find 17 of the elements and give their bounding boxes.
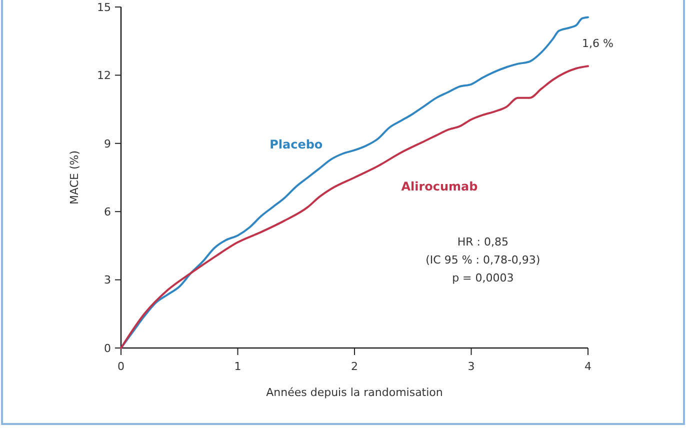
y-axis-title: MACE (%) bbox=[68, 150, 81, 204]
x-tick-label: 2 bbox=[351, 360, 358, 373]
y-tick-label: 3 bbox=[104, 274, 111, 287]
x-tick-label: 1 bbox=[234, 360, 242, 373]
series-label: Placebo bbox=[270, 138, 323, 152]
series-label: Alirocumab bbox=[401, 179, 478, 194]
y-tick-label: 9 bbox=[104, 137, 111, 150]
y-tick-label: 6 bbox=[104, 205, 111, 218]
x-tick-label: 4 bbox=[584, 360, 592, 373]
annotation: HR : 0,85 (IC 95 % : 0,78-0,93) p = 0,0003 bbox=[426, 236, 540, 285]
y-tick-label: 0 bbox=[104, 342, 111, 355]
x-tick-label: 0 bbox=[118, 360, 124, 373]
y-tick-label: 12 bbox=[97, 69, 111, 82]
y-tick-label: 15 bbox=[97, 0, 111, 14]
x-axis-title: Années depuis la randomisation bbox=[266, 386, 443, 399]
x-tick-label: 3 bbox=[468, 360, 475, 373]
annotation: 1,6 % bbox=[582, 37, 614, 50]
